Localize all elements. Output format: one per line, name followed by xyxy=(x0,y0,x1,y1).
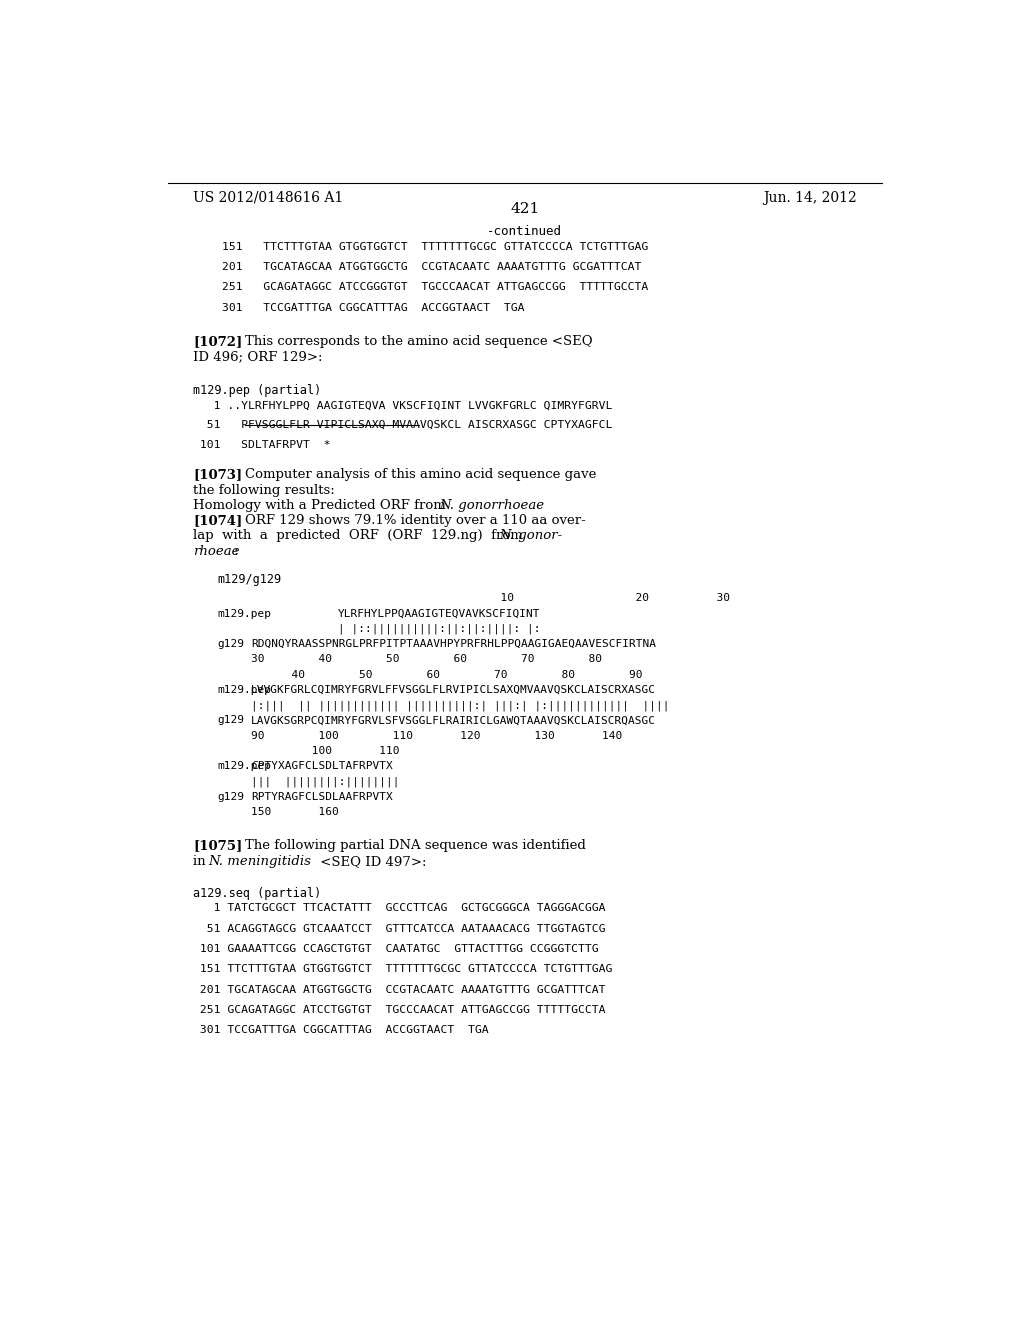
Text: 301 TCCGATTTGA CGGCATTTAG  ACCGGTAACT  TGA: 301 TCCGATTTGA CGGCATTTAG ACCGGTAACT TGA xyxy=(194,1026,488,1035)
Text: Jun. 14, 2012: Jun. 14, 2012 xyxy=(763,191,856,205)
Text: 251 GCAGATAGGC ATCCTGGTGT  TGCCCAACAT ATTGAGCCGG TTTTTGCCTA: 251 GCAGATAGGC ATCCTGGTGT TGCCCAACAT ATT… xyxy=(194,1005,605,1015)
Text: m129.pep (partial): m129.pep (partial) xyxy=(194,384,322,397)
Text: N. gonorrhoeae: N. gonorrhoeae xyxy=(439,499,544,512)
Text: 251   GCAGATAGGC ATCCGGGTGT  TGCCCAACAT ATTGAGCCGG  TTTTTGCCTA: 251 GCAGATAGGC ATCCGGGTGT TGCCCAACAT ATT… xyxy=(221,282,648,293)
Text: YLRFHYLPPQAAGIGTEQVAVKSCFIQINT: YLRFHYLPPQAAGIGTEQVAVKSCFIQINT xyxy=(338,609,541,619)
Text: N. meningitidis: N. meningitidis xyxy=(208,854,311,867)
Text: 421: 421 xyxy=(510,202,540,216)
Text: The following partial DNA sequence was identified: The following partial DNA sequence was i… xyxy=(246,840,587,853)
Text: m129.pep: m129.pep xyxy=(217,685,271,694)
Text: 1 TATCTGCGCT TTCACTATTT  GCCCTTCAG  GCTGCGGGCA TAGGGACGGA: 1 TATCTGCGCT TTCACTATTT GCCCTTCAG GCTGCG… xyxy=(194,903,605,913)
Text: -continued: -continued xyxy=(487,226,562,239)
Text: rhoeae: rhoeae xyxy=(194,545,240,557)
Text: ORF 129 shows 79.1% identity over a 110 aa over-: ORF 129 shows 79.1% identity over a 110 … xyxy=(246,515,586,527)
Text: US 2012/0148616 A1: US 2012/0148616 A1 xyxy=(194,191,343,205)
Text: 51   PFVSGGLFLR VIPICLSAXQ MVAAVQSKCL AISCRXASGC CPTYXAGFCL: 51 PFVSGGLFLR VIPICLSAXQ MVAAVQSKCL AISC… xyxy=(194,420,612,429)
Text: ID 496; ORF 129>:: ID 496; ORF 129>: xyxy=(194,351,323,363)
Text: 201 TGCATAGCAA ATGGTGGCTG  CCGTACAATC AAAATGTTTG GCGATTTCAT: 201 TGCATAGCAA ATGGTGGCTG CCGTACAATC AAA… xyxy=(194,985,605,995)
Text: 101 GAAAATTCGG CCAGCTGTGT  CAATATGC  GTTACTTTGG CCGGGTCTTG: 101 GAAAATTCGG CCAGCTGTGT CAATATGC GTTAC… xyxy=(194,944,599,954)
Text: RDQNQYRAASSPNRGLPRFPITPTAAAVHPYPRFRHLPPQAAGIGAEQAAVESCFIRTNA: RDQNQYRAASSPNRGLPRFPITPTAAAVHPYPRFRHLPPQ… xyxy=(251,639,656,649)
Text: [1072]: [1072] xyxy=(194,335,243,348)
Text: 101   SDLTAFRPVT  *: 101 SDLTAFRPVT * xyxy=(194,440,331,450)
Text: |||  ||||||||:||||||||: ||| ||||||||:|||||||| xyxy=(251,776,399,787)
Text: m129.pep: m129.pep xyxy=(217,609,271,619)
Text: |:|||  || |||||||||||| ||||||||||:| |||:| |:||||||||||||  ||||: |:||| || |||||||||||| ||||||||||:| |||:|… xyxy=(251,700,670,710)
Text: This corresponds to the amino acid sequence <SEQ: This corresponds to the amino acid seque… xyxy=(246,335,593,348)
Text: lap  with  a  predicted  ORF  (ORF  129.ng)  from: lap with a predicted ORF (ORF 129.ng) fr… xyxy=(194,529,531,543)
Text: [1073]: [1073] xyxy=(194,469,243,482)
Text: 10                  20          30: 10 20 30 xyxy=(217,594,730,603)
Text: [1075]: [1075] xyxy=(194,840,243,853)
Text: 151 TTCTTTGTAA GTGGTGGTCT  TTTTTTTGCGC GTTATCCCCA TCTGTTTGAG: 151 TTCTTTGTAA GTGGTGGTCT TTTTTTTGCGC GT… xyxy=(194,965,612,974)
Text: <SEQ ID 497>:: <SEQ ID 497>: xyxy=(316,854,427,867)
Text: | |::||||||||||:||:||:||||: |:: | |::||||||||||:||:||:||||: |: xyxy=(338,624,541,635)
Text: m129/g129: m129/g129 xyxy=(217,573,281,586)
Text: 40        50        60        70        80        90: 40 50 60 70 80 90 xyxy=(251,669,642,680)
Text: 90        100        110       120        130       140: 90 100 110 120 130 140 xyxy=(251,731,623,741)
Text: g129: g129 xyxy=(217,639,244,649)
Text: in: in xyxy=(194,854,210,867)
Text: 30        40        50        60        70        80: 30 40 50 60 70 80 xyxy=(251,655,602,664)
Text: 201   TGCATAGCAA ATGGTGGCTG  CCGTACAATC AAAATGTTTG GCGATTTCAT: 201 TGCATAGCAA ATGGTGGCTG CCGTACAATC AAA… xyxy=(221,263,641,272)
Text: g129: g129 xyxy=(217,715,244,726)
Text: 151   TTCTTTGTAA GTGGTGGTCT  TTTTTTTGCGC GTTATCCCCA TCTGTTTGAG: 151 TTCTTTGTAA GTGGTGGTCT TTTTTTTGCGC GT… xyxy=(221,242,648,252)
Text: RPTYRAGFCLSDLAAFRPVTX: RPTYRAGFCLSDLAAFRPVTX xyxy=(251,792,393,801)
Text: a129.seq (partial): a129.seq (partial) xyxy=(194,887,322,900)
Text: Homology with a Predicted ORF from: Homology with a Predicted ORF from xyxy=(194,499,451,512)
Text: LVVGKFGRLCQIMRYFGRVLFFVSGGLFLRVIPICLSAXQMVAAVQSKCLAISCRXASGC: LVVGKFGRLCQIMRYFGRVLFFVSGGLFLRVIPICLSAXQ… xyxy=(251,685,656,694)
Text: LAVGKSGRPCQIMRYFGRVLSFVSGGLFLRAIRICLGAWQTAAAVQSKCLAISCRQASGC: LAVGKSGRPCQIMRYFGRVLSFVSGGLFLRAIRICLGAWQ… xyxy=(251,715,656,726)
Text: N. gonor-: N. gonor- xyxy=(500,529,562,543)
Text: 150       160: 150 160 xyxy=(251,807,339,817)
Text: 51 ACAGGTAGCG GTCAAATCCT  GTTTCATCCA AATAAACACG TTGGTAGTCG: 51 ACAGGTAGCG GTCAAATCCT GTTTCATCCA AATA… xyxy=(194,924,605,933)
Text: 301   TCCGATTTGA CGGCATTTAG  ACCGGTAACT  TGA: 301 TCCGATTTGA CGGCATTTAG ACCGGTAACT TGA xyxy=(221,302,524,313)
Text: Computer analysis of this amino acid sequence gave: Computer analysis of this amino acid seq… xyxy=(246,469,597,482)
Text: 1 ..YLRFHYLPPQ AAGIGTEQVA VKSCFIQINT LVVGKFGRLC QIMRYFGRVL: 1 ..YLRFHYLPPQ AAGIGTEQVA VKSCFIQINT LVV… xyxy=(194,400,612,411)
Text: m129.pep: m129.pep xyxy=(217,762,271,771)
Text: CPTYXAGFCLSDLTAFRPVTX: CPTYXAGFCLSDLTAFRPVTX xyxy=(251,762,393,771)
Text: [1074]: [1074] xyxy=(194,515,243,527)
Text: 100       110: 100 110 xyxy=(251,746,399,756)
Text: g129: g129 xyxy=(217,792,244,801)
Text: the following results:: the following results: xyxy=(194,483,335,496)
Text: :: : xyxy=(233,545,238,557)
